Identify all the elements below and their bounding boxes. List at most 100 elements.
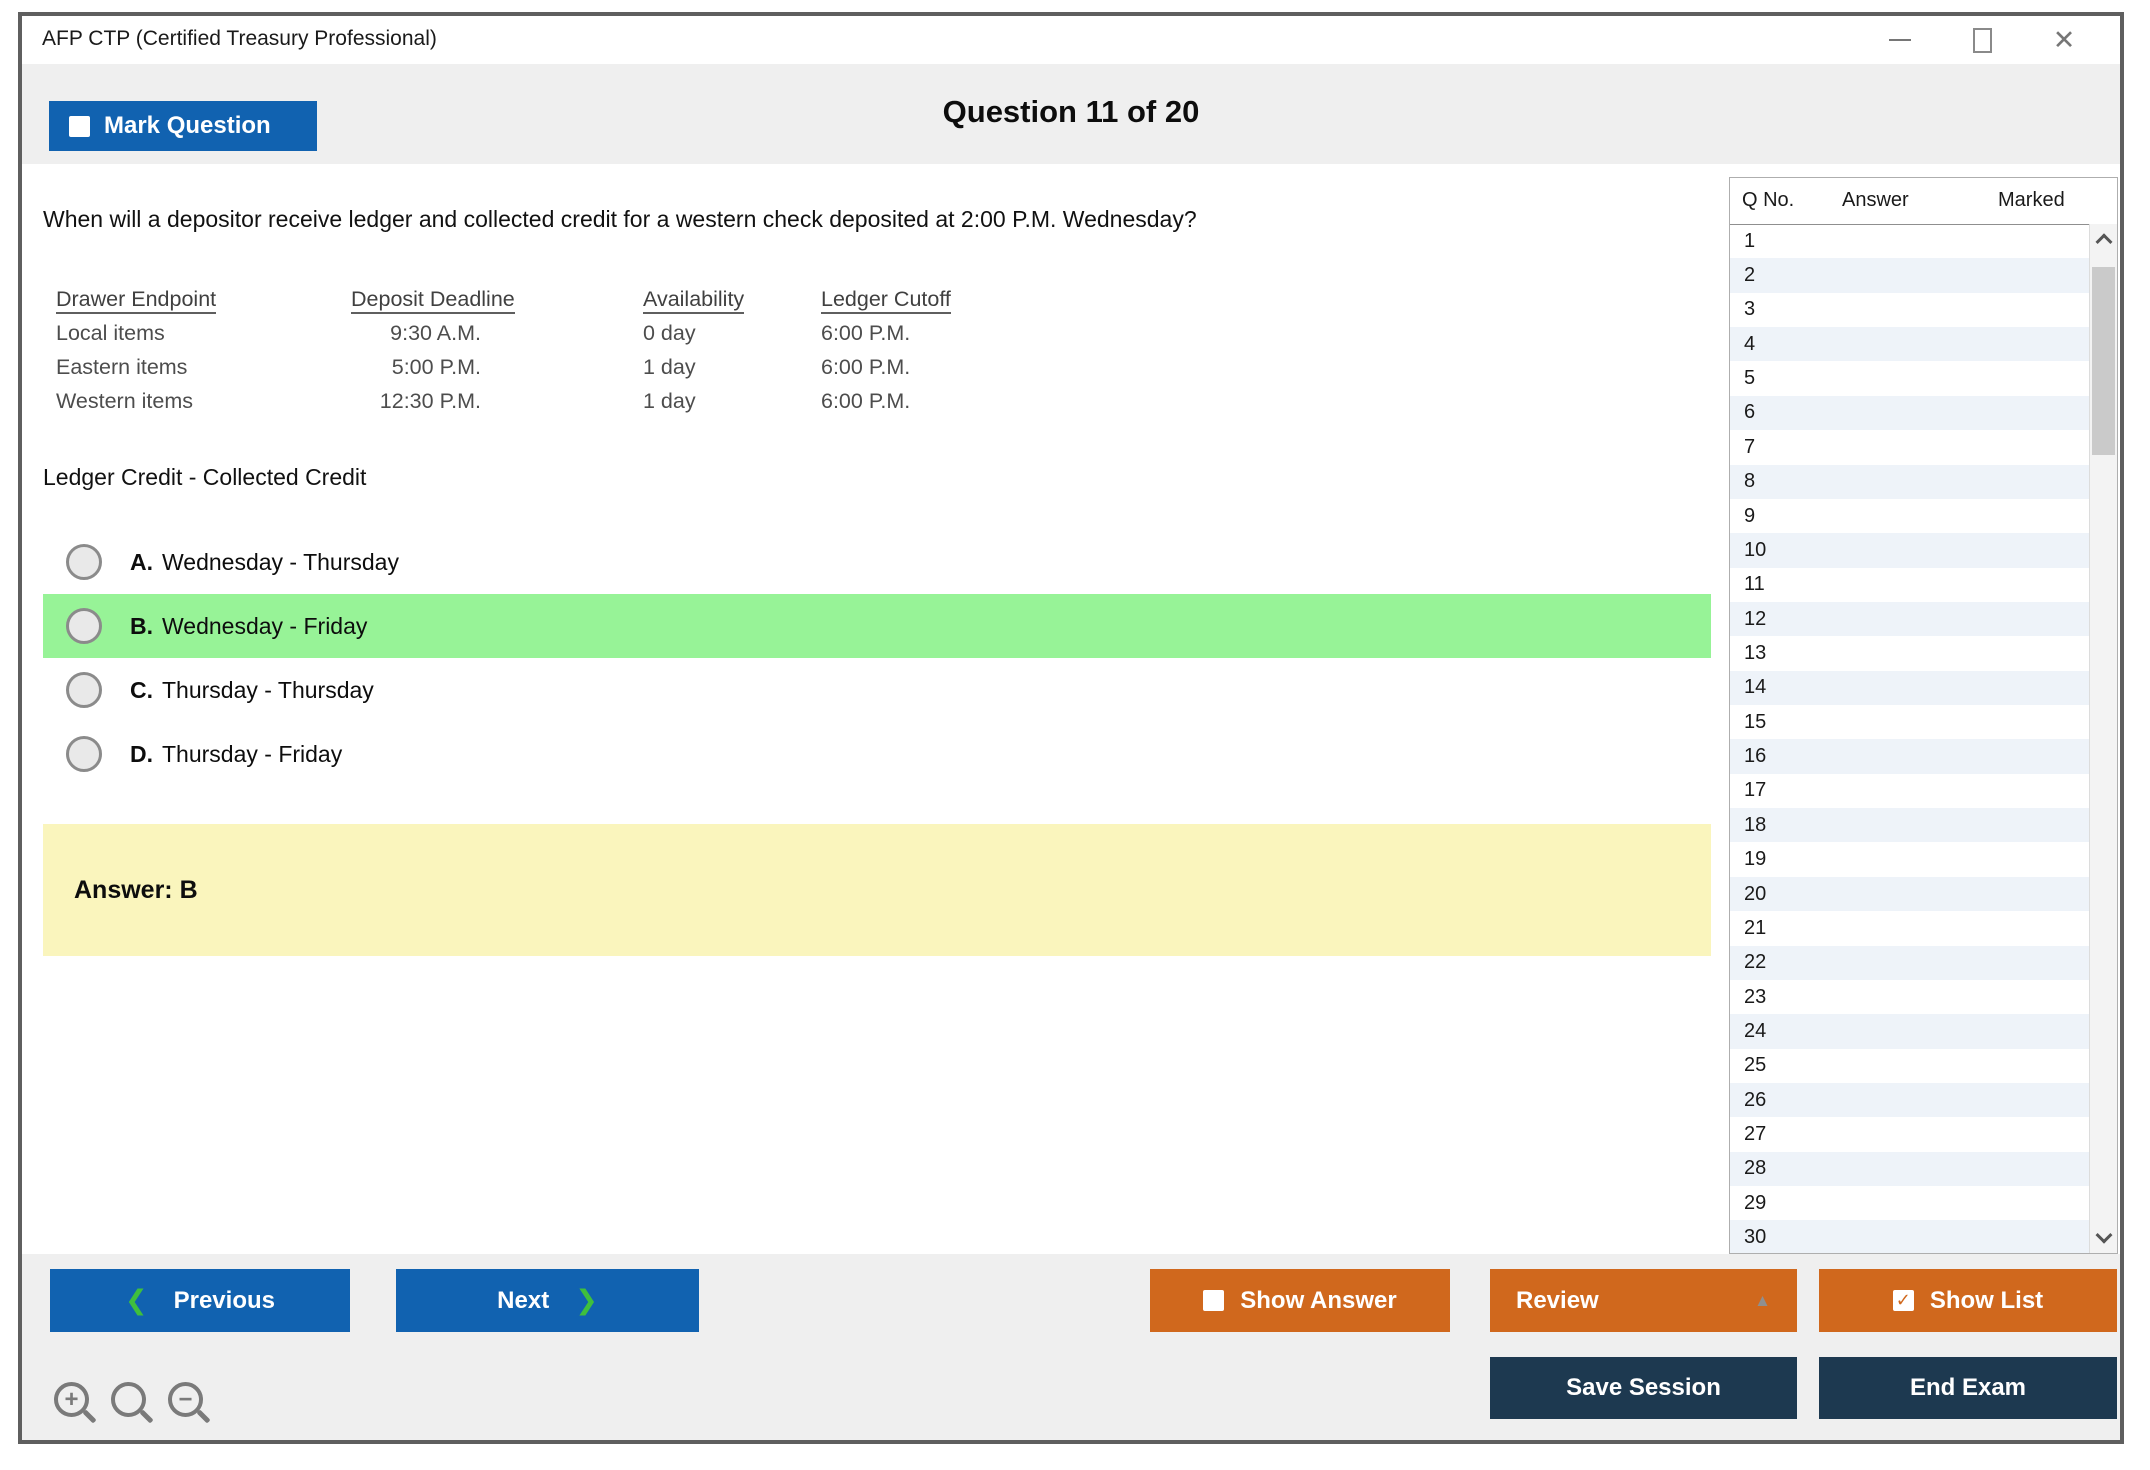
question-number: 9 [1744, 504, 1756, 527]
question-number: 3 [1744, 298, 1756, 321]
radio-button[interactable] [66, 736, 102, 772]
question-list-row[interactable]: 5 [1730, 361, 2090, 395]
scroll-up-button[interactable] [2090, 224, 2117, 254]
question-list-row[interactable]: 8 [1730, 464, 2090, 499]
scroll-up-icon [2095, 233, 2112, 251]
question-list-row[interactable]: 15 [1730, 705, 2090, 739]
question-list-row[interactable]: 12 [1730, 601, 2090, 637]
previous-button[interactable]: ❮ Previous [50, 1269, 350, 1332]
radio-button[interactable] [66, 608, 102, 644]
table-header: Drawer Endpoint [56, 282, 351, 316]
question-list-row[interactable]: 10 [1730, 533, 2090, 568]
question-list-row[interactable]: 24 [1730, 1014, 2090, 1049]
table-cell: 12:30 P.M. [379, 389, 481, 413]
scroll-down-button[interactable] [2090, 1223, 2117, 1253]
next-chevron-icon: ❯ [575, 1285, 598, 1316]
question-list-row[interactable]: 17 [1730, 774, 2090, 808]
question-list-row[interactable]: 23 [1730, 980, 2090, 1014]
question-list-row[interactable]: 20 [1730, 876, 2090, 912]
window-title: AFP CTP (Certified Treasury Professional… [42, 27, 437, 50]
question-number: 24 [1744, 1019, 1767, 1042]
question-list-row[interactable]: 2 [1730, 258, 2090, 293]
scrollbar-thumb[interactable] [2092, 267, 2115, 455]
answer-option-D[interactable]: D. Thursday - Friday [43, 722, 1711, 786]
question-number: 13 [1744, 641, 1767, 664]
question-list-row[interactable]: 13 [1730, 636, 2090, 670]
question-number: 14 [1744, 676, 1767, 699]
zoom-in-button[interactable]: + [54, 1382, 97, 1424]
table-cell: 6:00 P.M. [821, 355, 911, 379]
question-list-row[interactable]: 29 [1730, 1186, 2090, 1220]
mark-question-label: Mark Question [104, 112, 271, 139]
option-label: Thursday - Friday [162, 740, 343, 767]
minimize-button[interactable] [1874, 18, 1926, 62]
question-list-row[interactable]: 16 [1730, 739, 2090, 774]
end-exam-button[interactable]: End Exam [1819, 1357, 2117, 1419]
question-number: 18 [1744, 813, 1767, 836]
zoom-out-button[interactable]: − [168, 1382, 211, 1424]
maximize-button[interactable] [1956, 18, 2008, 62]
show-list-button[interactable]: ✓ Show List [1819, 1269, 2117, 1332]
app-window: AFP CTP (Certified Treasury Professional… [18, 12, 2124, 1444]
question-list-row[interactable]: 4 [1730, 327, 2090, 362]
minimize-icon [1889, 39, 1911, 41]
table-cell: Eastern items [56, 355, 188, 379]
show-answer-label: Show Answer [1240, 1286, 1397, 1314]
question-list-scrollbar[interactable] [2089, 224, 2117, 1253]
question-list-row[interactable]: 7 [1730, 430, 2090, 464]
review-button[interactable]: Review ▲ [1490, 1269, 1797, 1332]
question-list-row[interactable]: 30 [1730, 1220, 2090, 1253]
question-number: 2 [1744, 264, 1756, 287]
table-row: Western items 12:30 P.M. 1 day 6:00 P.M. [56, 384, 991, 418]
header-strip: Mark Question Question 11 of 20 [22, 64, 2120, 164]
table-cell: 5:00 P.M. [391, 355, 481, 379]
question-list-row[interactable]: 19 [1730, 842, 2090, 876]
answer-option-B[interactable]: B. Wednesday - Friday [43, 594, 1711, 658]
answer-text: Answer: B [74, 875, 198, 904]
question-list-row[interactable]: 11 [1730, 568, 2090, 602]
question-number: 7 [1744, 435, 1756, 458]
question-list-row[interactable]: 3 [1730, 293, 2090, 327]
question-list-row[interactable]: 9 [1730, 499, 2090, 533]
question-list-row[interactable]: 26 [1730, 1082, 2090, 1118]
question-list-row[interactable]: 1 [1730, 224, 2090, 258]
save-session-label: Save Session [1566, 1374, 1721, 1401]
question-counter: Question 11 of 20 [942, 94, 1200, 129]
question-list-row[interactable]: 22 [1730, 945, 2090, 980]
question-list-row[interactable]: 21 [1730, 911, 2090, 945]
option-letter: A. [130, 548, 153, 575]
question-number: 25 [1744, 1054, 1767, 1077]
option-label: Wednesday - Friday [162, 612, 368, 639]
answer-option-C[interactable]: C. Thursday - Thursday [43, 658, 1711, 722]
next-label: Next [497, 1286, 550, 1314]
option-label: Wednesday - Thursday [162, 548, 399, 575]
table-cell: 1 day [643, 355, 696, 379]
question-list-row[interactable]: 6 [1730, 395, 2090, 431]
mark-question-button[interactable]: Mark Question [49, 101, 317, 151]
save-session-button[interactable]: Save Session [1490, 1357, 1797, 1419]
previous-label: Previous [173, 1286, 275, 1314]
show-answer-button[interactable]: Show Answer [1150, 1269, 1450, 1332]
review-caret-icon: ▲ [1754, 1290, 1771, 1310]
question-list-row[interactable]: 14 [1730, 670, 2090, 706]
question-number: 6 [1744, 401, 1756, 424]
close-button[interactable]: ✕ [2038, 18, 2090, 62]
question-list-header: Q No. Answer Marked [1730, 178, 2117, 225]
question-list-row[interactable]: 27 [1730, 1117, 2090, 1151]
answer-options: A. Wednesday - Thursday B. Wednesday - Frid… [43, 530, 1711, 786]
next-button[interactable]: Next ❯ [396, 1269, 699, 1332]
radio-button[interactable] [66, 672, 102, 708]
table-row: Eastern items 5:00 P.M. 1 day 6:00 P.M. [56, 350, 991, 384]
answer-box: Answer: B [43, 824, 1711, 956]
question-list-row[interactable]: 25 [1730, 1049, 2090, 1083]
option-letter: C. [130, 676, 153, 703]
zoom-reset-button[interactable] [111, 1382, 154, 1424]
question-number: 26 [1744, 1088, 1767, 1111]
question-list-row[interactable]: 28 [1730, 1151, 2090, 1187]
question-number: 30 [1744, 1226, 1767, 1249]
scroll-down-icon [2095, 1226, 2112, 1244]
question-list-row[interactable]: 18 [1730, 808, 2090, 843]
answer-option-A[interactable]: A. Wednesday - Thursday [43, 530, 1711, 594]
radio-button[interactable] [66, 544, 102, 580]
question-number: 19 [1744, 848, 1767, 871]
